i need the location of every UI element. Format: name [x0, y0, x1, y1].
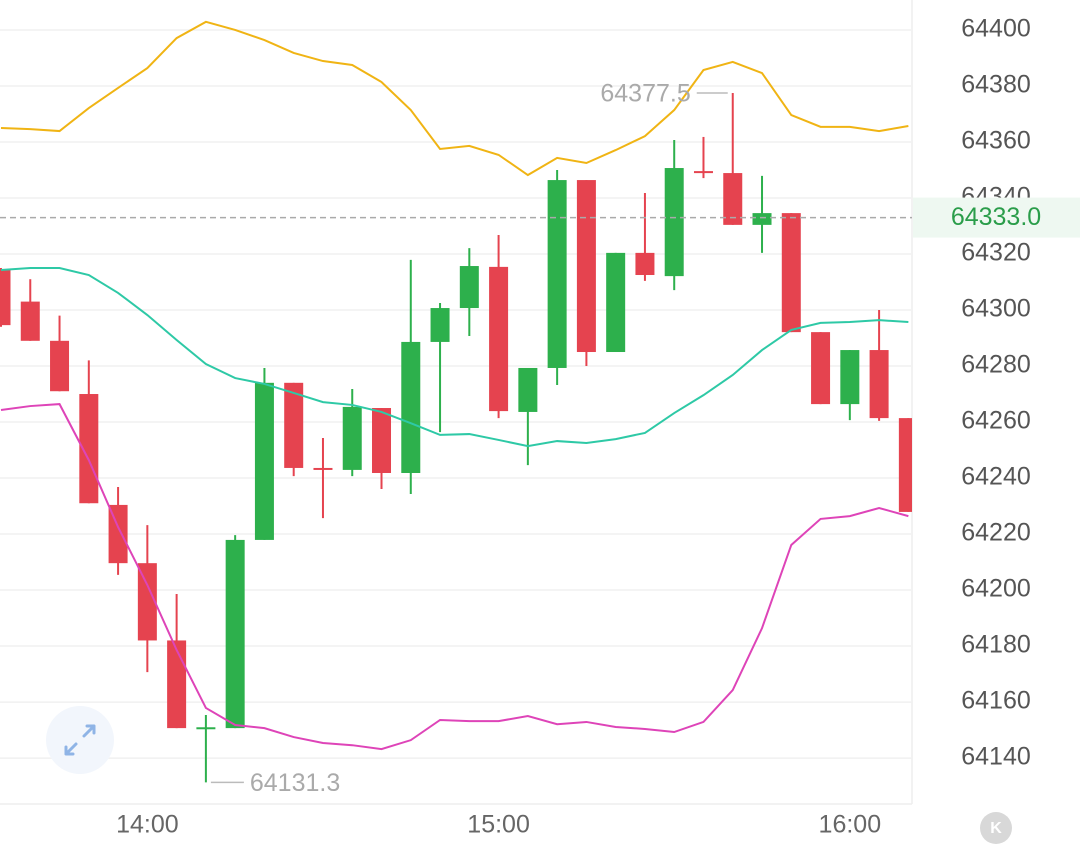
candle-body: [752, 213, 772, 225]
candle-body: [664, 168, 684, 277]
candle-body: [167, 640, 187, 729]
candle-body: [840, 350, 860, 405]
low-label: 64131.3: [250, 769, 340, 797]
candle-body: [372, 408, 392, 473]
overlay: 14:00 15:00 16:00 64377.5 64131.3 64333.0: [0, 80, 1080, 839]
band-line: [0, 267, 909, 448]
candle-body: [20, 301, 40, 341]
candle-body: [254, 382, 274, 540]
candle-body: [898, 418, 912, 512]
candle-body: [635, 252, 655, 276]
candle-body: [50, 340, 70, 392]
candle-body: [693, 171, 713, 174]
y-tick-label: 64300: [961, 295, 1031, 323]
candle-body: [459, 266, 479, 309]
price-tag-label: 64333.0: [951, 203, 1041, 231]
y-tick-label: 64140: [961, 743, 1031, 771]
logo-badge: [980, 812, 1012, 844]
expand-button[interactable]: [46, 706, 114, 774]
candle-body: [284, 382, 304, 468]
high-label: 64377.5: [600, 80, 690, 108]
grid: 64140 64160 64180 64200 64220 64240 64260 64280…: [0, 15, 1031, 771]
band-line: [0, 403, 909, 751]
y-tick-label: 64240: [961, 463, 1031, 491]
candle-body: [547, 180, 567, 368]
candle-body: [489, 266, 509, 412]
candle-body: [79, 394, 99, 504]
candle-body: [225, 539, 245, 729]
y-tick-label: 64180: [961, 631, 1031, 659]
candle-body: [606, 252, 626, 353]
candle-body: [723, 173, 743, 225]
y-tick-label: 64160: [961, 687, 1031, 715]
y-tick-label: 64400: [961, 15, 1031, 43]
x-tick-label: 16:00: [819, 811, 882, 839]
logo-text: K: [990, 820, 1002, 837]
candle-body: [401, 341, 421, 473]
candle-body: [869, 350, 889, 419]
candle-body: [137, 563, 157, 641]
candle-body: [576, 180, 596, 353]
candle-body: [781, 213, 801, 333]
y-tick-label: 64280: [961, 351, 1031, 379]
y-tick-label: 64320: [961, 239, 1031, 267]
candle-body: [0, 269, 11, 326]
y-tick-label: 64360: [961, 127, 1031, 155]
band-line: [0, 20, 909, 177]
y-tick-label: 64220: [961, 519, 1031, 547]
x-tick-label: 14:00: [116, 811, 179, 839]
plot-area: [0, 20, 912, 783]
candle-body: [811, 332, 831, 405]
candle-body: [342, 406, 362, 470]
candle-body: [108, 504, 128, 564]
y-tick-label: 64380: [961, 71, 1031, 99]
candle-body: [518, 367, 538, 412]
candle-body: [196, 727, 216, 730]
y-tick-label: 64260: [961, 407, 1031, 435]
candle-body: [430, 308, 450, 342]
y-tick-label: 64200: [961, 575, 1031, 603]
candle-body: [313, 467, 333, 470]
x-tick-label: 15:00: [467, 811, 530, 839]
price-tag: [913, 197, 1080, 238]
